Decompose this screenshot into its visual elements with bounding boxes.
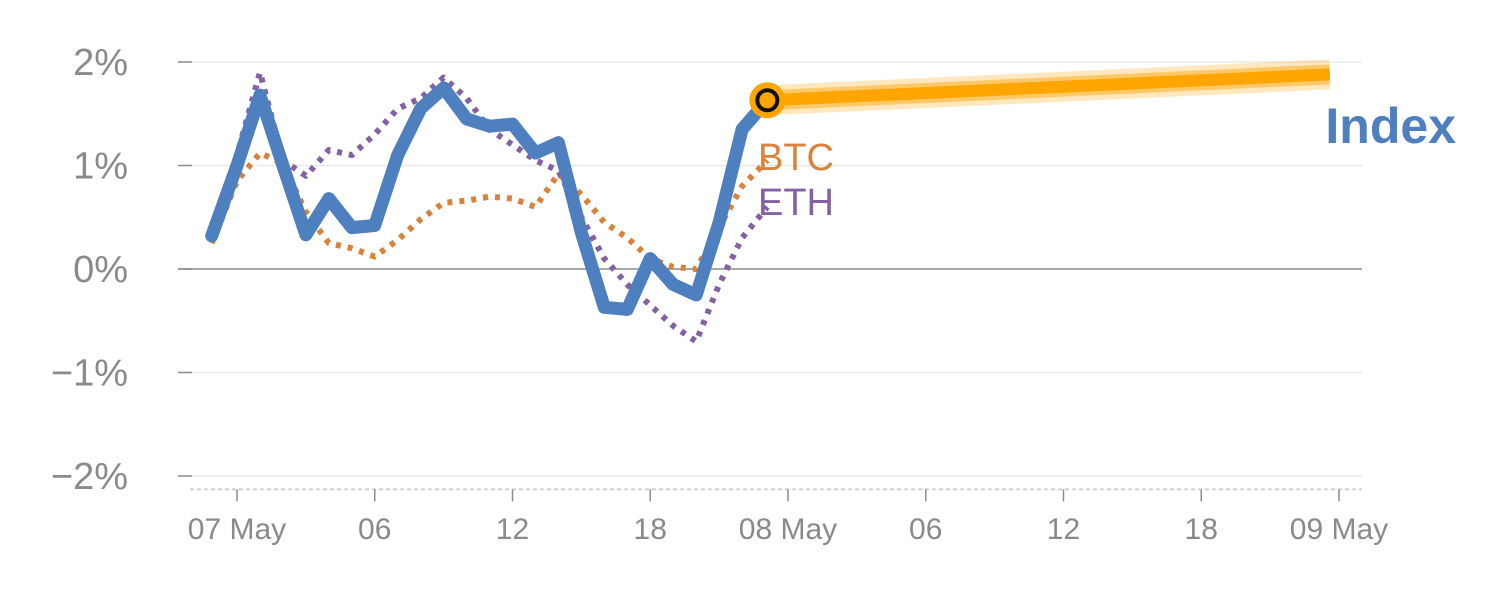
x-tick-label: 07 May: [188, 513, 286, 546]
y-tick-label: −2%: [51, 456, 128, 498]
x-tick-label: 08 May: [739, 513, 837, 546]
x-tick-label: 09 May: [1290, 513, 1388, 546]
x-tick-label: 06: [909, 513, 942, 546]
x-tick-label: 12: [1047, 513, 1080, 546]
series-line-index: [205, 81, 774, 316]
marker-dot: [755, 88, 780, 113]
forecast-line: [767, 68, 1331, 107]
series-line-btc: [208, 150, 770, 272]
series-label-eth: ETH: [758, 182, 834, 224]
y-axis: 2% 1% 0% −1% −2%: [51, 42, 192, 498]
x-axis: 07 May 06 12 18 08 May 06 12 18 09 May: [188, 488, 1388, 546]
y-tick-label: −1%: [51, 353, 128, 395]
x-tick-label: 12: [496, 513, 529, 546]
y-tick-label: 0%: [73, 249, 128, 291]
y-tick-label: 2%: [73, 42, 128, 84]
series-label-btc: BTC: [758, 137, 834, 179]
forecast-band: [766, 59, 1331, 116]
current-value-marker: [749, 82, 786, 119]
series-label-index: Index: [1325, 98, 1456, 154]
grid: [178, 61, 1362, 477]
y-tick-label: 1%: [73, 146, 128, 188]
series-lines: [205, 69, 774, 345]
x-tick-label: 06: [358, 513, 391, 546]
x-tick-label: 18: [1185, 513, 1218, 546]
x-tick-label: 18: [634, 513, 667, 546]
